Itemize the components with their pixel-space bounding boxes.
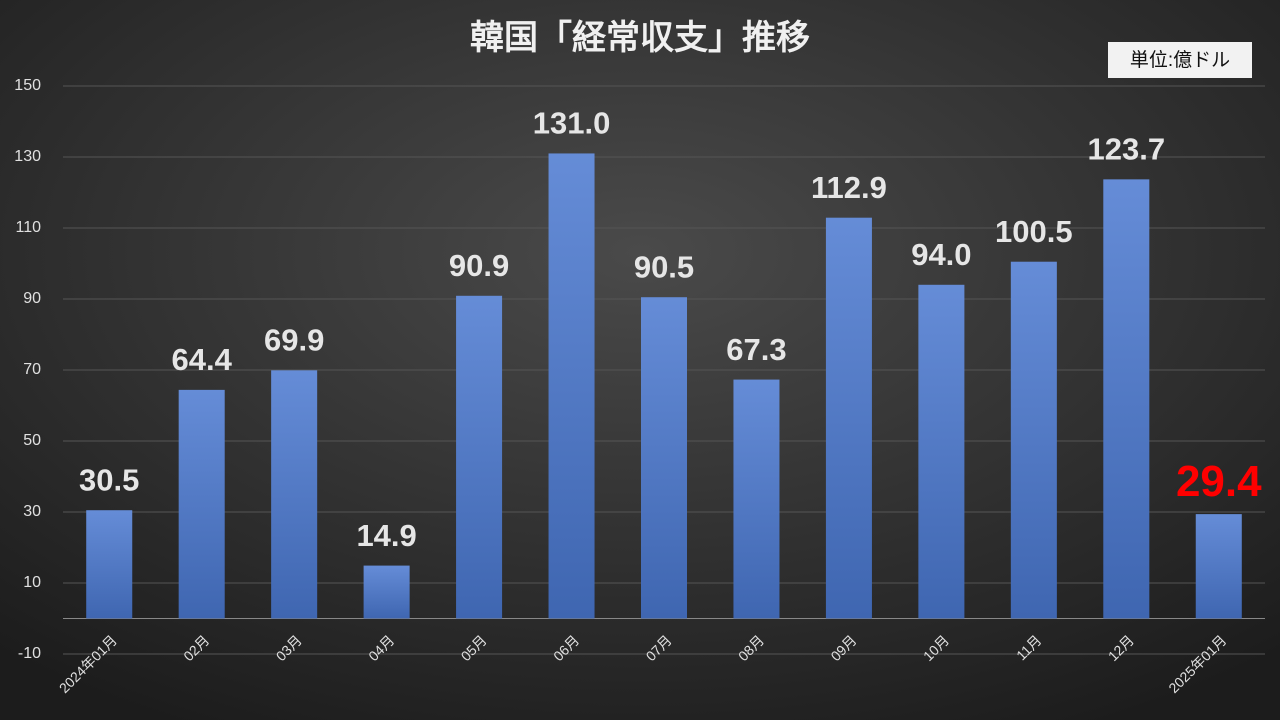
- y-tick-label: 10: [23, 574, 41, 591]
- bar-shade: [363, 565, 410, 619]
- y-tick-label: 30: [23, 503, 41, 520]
- bar-shade: [918, 284, 965, 619]
- value-label: 90.9: [449, 248, 509, 283]
- unit-box: [1108, 42, 1252, 78]
- bar-shade: [1010, 261, 1057, 619]
- value-label: 14.9: [356, 518, 416, 553]
- y-tick-label: 110: [15, 219, 41, 236]
- value-label: 123.7: [1088, 132, 1166, 167]
- value-label: 131.0: [533, 106, 611, 141]
- bar-shade: [1103, 179, 1150, 619]
- bar-shade: [178, 389, 225, 619]
- y-tick-label: 130: [14, 148, 41, 165]
- bar-shade: [825, 217, 872, 619]
- value-label: 90.5: [634, 249, 694, 284]
- y-tick-label: 90: [23, 290, 41, 307]
- bar-shade: [456, 295, 503, 619]
- bar-shade: [271, 370, 318, 619]
- value-label: 112.9: [811, 170, 887, 205]
- bar-shade: [733, 379, 780, 619]
- y-tick-label: 50: [23, 432, 41, 449]
- unit-label: 単位:億ドル: [1130, 49, 1230, 71]
- y-tick-label: -10: [18, 645, 41, 662]
- value-label: 100.5: [995, 214, 1073, 249]
- bar-shade: [641, 297, 687, 619]
- bar-shade: [1195, 514, 1242, 619]
- value-label: 94.0: [911, 237, 971, 272]
- y-tick-label: 150: [14, 77, 41, 94]
- value-label: 30.5: [79, 462, 139, 497]
- value-label: 69.9: [264, 323, 324, 358]
- value-label: 64.4: [172, 342, 233, 377]
- bar-shade: [548, 153, 595, 619]
- value-label: 29.4: [1176, 457, 1262, 506]
- y-tick-label: 70: [23, 361, 41, 378]
- bar-shade: [86, 510, 133, 619]
- value-label: 67.3: [726, 332, 786, 367]
- chart-title: 韓国「経常収支」推移: [470, 19, 810, 57]
